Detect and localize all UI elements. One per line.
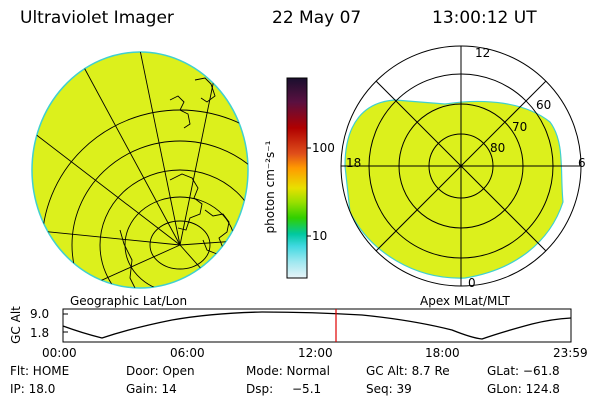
altitude-ytick-1-8: 1.8: [30, 326, 50, 340]
mlt-label-0: 0: [468, 276, 476, 290]
time-tick-1200: 12:00: [298, 346, 333, 360]
polar-meridian: [375, 80, 547, 252]
coastline: [169, 173, 203, 231]
geo-latitude: GLat: −61.8: [487, 364, 560, 378]
geographic-image: [31, 51, 249, 289]
gain-value: Gain: 14: [126, 382, 177, 396]
lat-label-80: 80: [490, 141, 506, 155]
geographic-caption: Geographic Lat/Lon: [70, 294, 188, 308]
colorbar: [286, 77, 311, 279]
lat-label-60: 60: [536, 98, 552, 112]
altitude-curve: [62, 311, 572, 340]
polar-uv-fill: [344, 99, 564, 279]
time-tick-1800: 18:00: [425, 346, 460, 360]
coastline: [202, 209, 230, 255]
latitude-line: [71, 140, 248, 288]
altitude-ytick-9: 9.0: [30, 307, 50, 321]
time-tick-2359: 23:59: [553, 346, 588, 360]
polar-plot: [340, 45, 582, 287]
dsp-label: Dsp:: [246, 382, 274, 396]
meridian-line: [139, 52, 181, 246]
meridian-line: [79, 59, 181, 246]
altitude-plot-frame: [62, 308, 572, 343]
latitude-line: [99, 169, 248, 288]
sequence-number: Seq: 39: [366, 382, 412, 396]
geographic-uv-fill: [31, 51, 249, 289]
door-status: Door: Open: [126, 364, 195, 378]
ip-value: IP: 18.0: [10, 382, 56, 396]
geo-longitude: GLon: 124.8: [487, 382, 560, 396]
gc-altitude: GC Alt: 8.7 Re: [366, 364, 450, 378]
lat-label-70: 70: [512, 120, 528, 134]
altitude-ylabel: GC Alt: [9, 306, 23, 344]
instrument-title: Ultraviolet Imager: [20, 8, 174, 28]
time-label: 13:00:12 UT: [432, 8, 537, 28]
mlt-label-6: 6: [578, 156, 586, 170]
colorbar-gradient: [286, 77, 308, 279]
colorbar-unit-label: photon cm⁻²s⁻¹: [263, 140, 277, 234]
mode-status: Mode: Normal: [246, 364, 330, 378]
dsp-value: −5.1: [292, 382, 322, 396]
latitude-line: [149, 220, 211, 270]
meridian-line: [32, 129, 181, 246]
colorbar-tick-10: 10: [312, 229, 328, 243]
mlt-label-12: 12: [475, 46, 491, 60]
time-tick-0000: 00:00: [42, 346, 77, 360]
coastline: [119, 229, 137, 288]
mlt-label-18: 18: [346, 156, 362, 170]
meridian-line: [32, 229, 181, 246]
apex-caption: Apex MLat/MLT: [420, 294, 510, 308]
altitude-plot: [62, 308, 572, 343]
time-tick-0600: 06:00: [170, 346, 205, 360]
flight-status: Flt: HOME: [10, 364, 70, 378]
colorbar-tick-100: 100: [312, 141, 335, 155]
date-label: 22 May 07: [272, 8, 362, 28]
